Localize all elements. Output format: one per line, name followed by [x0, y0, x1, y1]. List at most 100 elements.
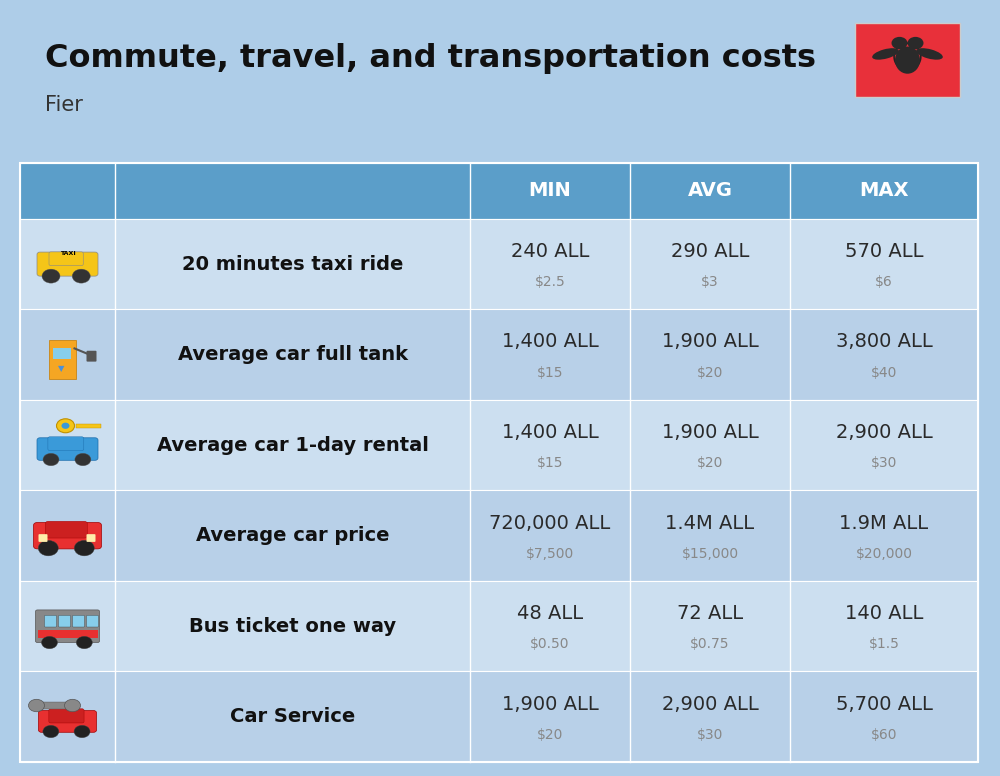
Text: $6: $6	[875, 275, 893, 289]
Point	[624, 757, 636, 767]
FancyBboxPatch shape	[20, 490, 978, 581]
Point	[784, 757, 796, 767]
Text: $30: $30	[871, 456, 897, 470]
Text: Car Service: Car Service	[230, 707, 355, 726]
FancyBboxPatch shape	[87, 351, 96, 362]
Text: 240 ALL: 240 ALL	[511, 242, 589, 261]
Text: 3,800 ALL: 3,800 ALL	[836, 332, 932, 352]
Point	[624, 158, 636, 168]
Text: $7,500: $7,500	[526, 547, 574, 561]
Point	[109, 158, 121, 168]
FancyBboxPatch shape	[36, 610, 100, 643]
Text: $3: $3	[701, 275, 719, 289]
Circle shape	[72, 269, 90, 283]
FancyBboxPatch shape	[73, 615, 84, 627]
FancyBboxPatch shape	[37, 252, 98, 276]
Text: 5,700 ALL: 5,700 ALL	[836, 695, 932, 714]
FancyBboxPatch shape	[58, 615, 70, 627]
FancyBboxPatch shape	[20, 163, 978, 219]
Text: 1,900 ALL: 1,900 ALL	[662, 332, 758, 352]
Circle shape	[76, 636, 92, 649]
Text: 720,000 ALL: 720,000 ALL	[489, 514, 611, 532]
Circle shape	[43, 726, 59, 738]
Text: $40: $40	[871, 365, 897, 379]
Circle shape	[75, 453, 91, 466]
Text: 1,900 ALL: 1,900 ALL	[662, 423, 758, 442]
Text: $20,000: $20,000	[856, 547, 912, 561]
FancyBboxPatch shape	[855, 23, 960, 97]
Point	[784, 158, 796, 168]
Text: Bus ticket one way: Bus ticket one way	[189, 617, 396, 636]
Ellipse shape	[872, 48, 899, 60]
Text: 72 ALL: 72 ALL	[677, 604, 743, 623]
Text: Average car 1-day rental: Average car 1-day rental	[157, 435, 428, 455]
FancyBboxPatch shape	[48, 437, 84, 451]
Circle shape	[56, 419, 74, 433]
Text: AVG: AVG	[688, 182, 732, 200]
FancyBboxPatch shape	[39, 534, 48, 542]
Text: $0.75: $0.75	[690, 637, 730, 651]
Text: $0.50: $0.50	[530, 637, 570, 651]
FancyBboxPatch shape	[20, 400, 978, 490]
FancyBboxPatch shape	[45, 521, 87, 538]
Circle shape	[29, 699, 45, 712]
Text: $15: $15	[537, 365, 563, 379]
Circle shape	[74, 726, 90, 738]
Text: $20: $20	[697, 365, 723, 379]
Circle shape	[65, 699, 81, 712]
Text: TAXI: TAXI	[60, 251, 75, 256]
FancyBboxPatch shape	[38, 630, 98, 638]
Circle shape	[42, 636, 58, 649]
Point	[464, 158, 476, 168]
Text: MAX: MAX	[859, 182, 909, 200]
Text: 1.9M ALL: 1.9M ALL	[839, 514, 929, 532]
Text: $15: $15	[537, 456, 563, 470]
Circle shape	[74, 540, 94, 556]
Text: 1,900 ALL: 1,900 ALL	[502, 695, 598, 714]
Text: 48 ALL: 48 ALL	[517, 604, 583, 623]
FancyBboxPatch shape	[76, 424, 100, 428]
FancyBboxPatch shape	[48, 340, 76, 379]
Text: 140 ALL: 140 ALL	[845, 604, 923, 623]
Text: $1.5: $1.5	[869, 637, 899, 651]
Text: 1.4M ALL: 1.4M ALL	[665, 514, 755, 532]
Point	[83, 350, 96, 359]
Text: 570 ALL: 570 ALL	[845, 242, 923, 261]
Line: 2 pts: 2 pts	[75, 348, 90, 355]
Text: Average car full tank: Average car full tank	[178, 345, 408, 364]
Text: Fier: Fier	[45, 95, 83, 115]
Circle shape	[908, 36, 924, 50]
FancyBboxPatch shape	[49, 708, 84, 723]
Circle shape	[43, 453, 59, 466]
Text: MIN: MIN	[529, 182, 571, 200]
FancyBboxPatch shape	[87, 534, 96, 542]
Text: ▼: ▼	[58, 364, 65, 373]
FancyBboxPatch shape	[39, 711, 96, 733]
Circle shape	[892, 36, 908, 50]
FancyBboxPatch shape	[45, 615, 57, 627]
Text: ⚆: ⚆	[890, 41, 925, 79]
FancyBboxPatch shape	[49, 252, 83, 265]
Point	[464, 757, 476, 767]
Text: 290 ALL: 290 ALL	[671, 242, 749, 261]
Point	[68, 344, 81, 353]
FancyBboxPatch shape	[20, 581, 978, 671]
Text: $30: $30	[697, 728, 723, 742]
FancyBboxPatch shape	[37, 438, 98, 460]
Text: $20: $20	[697, 456, 723, 470]
FancyBboxPatch shape	[20, 219, 978, 310]
FancyBboxPatch shape	[20, 671, 978, 762]
Text: $15,000: $15,000	[681, 547, 739, 561]
FancyBboxPatch shape	[20, 310, 978, 400]
FancyBboxPatch shape	[53, 348, 70, 359]
Ellipse shape	[916, 48, 943, 60]
Circle shape	[42, 269, 60, 283]
Text: $60: $60	[871, 728, 897, 742]
Text: $2.5: $2.5	[535, 275, 565, 289]
Circle shape	[38, 540, 58, 556]
FancyBboxPatch shape	[34, 522, 102, 549]
Text: 1,400 ALL: 1,400 ALL	[502, 423, 598, 442]
Ellipse shape	[895, 47, 920, 74]
Text: 20 minutes taxi ride: 20 minutes taxi ride	[182, 255, 403, 274]
Text: Commute, travel, and transportation costs: Commute, travel, and transportation cost…	[45, 43, 816, 74]
